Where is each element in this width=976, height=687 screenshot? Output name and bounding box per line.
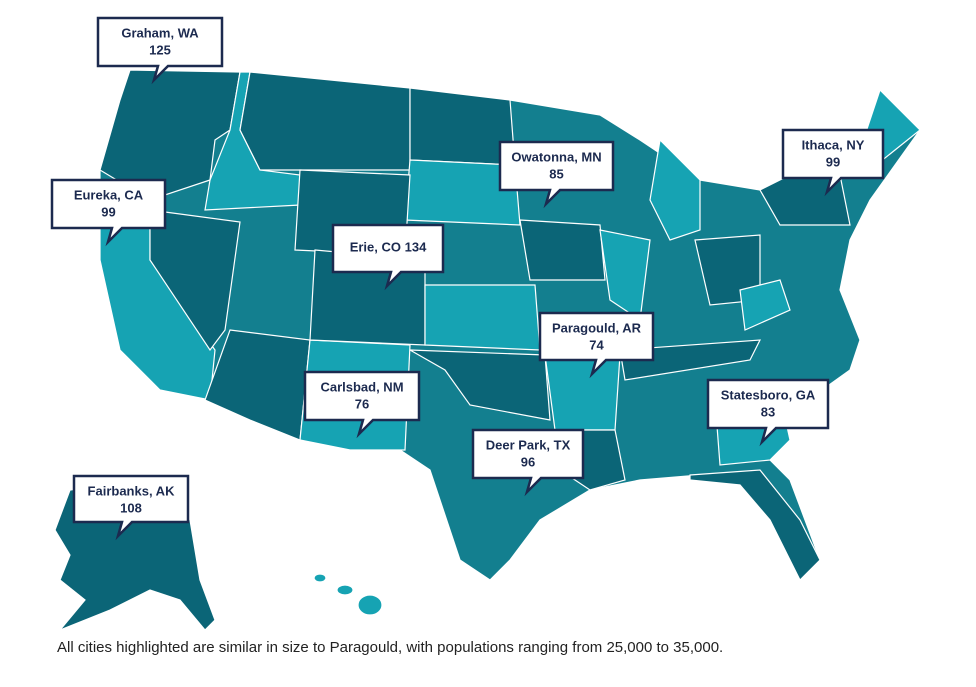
state [739,279,791,331]
callout: Erie, CO 134 [331,223,445,291]
hawaii [336,584,354,596]
state [424,284,541,351]
callout: Statesboro, GA 83 [706,378,830,447]
callout-text: Erie, CO 134 [350,240,427,255]
city: Statesboro, GA [721,387,816,402]
city: Fairbanks, AK [88,483,176,498]
callout: Owatonna, MN 85 [498,140,615,209]
state [409,349,551,421]
value: 134 [405,240,427,255]
state [519,219,606,281]
city: Paragould, AR [552,320,642,335]
callout-box [303,370,421,439]
value: 99 [826,154,840,169]
footnote: All cities highlighted are similar in si… [57,639,723,656]
callout-box [706,378,830,447]
callout-box [72,474,190,541]
state [544,354,621,431]
callout-box [538,311,655,379]
hawaii [313,573,327,583]
callout-box [498,140,615,209]
state [649,138,701,241]
value: 74 [589,337,604,352]
callout: Fairbanks, AK 108 [72,474,190,541]
callout: Carlsbad, NM 76 [303,370,421,439]
state [239,71,411,171]
city: Erie, CO [350,240,401,255]
city: Carlsbad, NM [320,379,403,394]
callout: Eureka, CA 99 [50,178,167,247]
city: Owatonna, MN [511,149,601,164]
value: 83 [761,404,775,419]
city: Ithaca, NY [802,137,865,152]
callout-box [781,128,885,197]
state [689,469,821,582]
value: 96 [521,454,535,469]
callouts: Graham, WA 125 Eureka, CA 99 Owatonna, MN 85 I… [50,16,885,541]
callout-box [331,223,445,291]
callout-box [471,428,585,497]
value: 76 [355,396,369,411]
callout: Graham, WA 125 [96,16,224,85]
callout: Paragould, AR 74 [538,311,655,379]
city: Graham, WA [121,25,199,40]
value: 108 [120,500,142,515]
callout: Ithaca, NY 99 [781,128,885,197]
hawaii [357,594,383,616]
value: 125 [149,42,171,57]
value: 99 [101,204,115,219]
value: 85 [549,166,563,181]
city: Eureka, CA [74,187,144,202]
callout-box [96,16,224,85]
callout-box [50,178,167,247]
city: Deer Park, TX [486,437,571,452]
state [149,209,241,352]
state [619,339,762,381]
state [204,329,311,441]
callout: Deer Park, TX 96 [471,428,585,497]
